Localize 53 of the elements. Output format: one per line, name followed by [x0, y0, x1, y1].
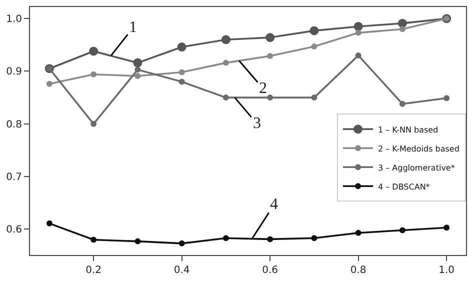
y-tick-label: 0.7	[6, 172, 22, 184]
point	[133, 58, 142, 68]
point	[222, 235, 229, 242]
point	[90, 236, 97, 243]
point	[355, 230, 362, 236]
point	[134, 66, 141, 73]
point	[178, 78, 185, 85]
annotation: 4	[270, 196, 278, 213]
x-tick-label: 0.8	[350, 265, 366, 276]
point	[221, 35, 230, 44]
x-tick-label: 0.4	[174, 265, 190, 276]
point	[267, 94, 274, 101]
point	[399, 26, 406, 32]
point	[134, 72, 141, 79]
point	[134, 238, 141, 244]
point	[311, 43, 318, 50]
x-tick-label: 1.0	[438, 265, 455, 276]
legend-label: 2 – K-Medoids based	[378, 144, 460, 154]
point	[310, 26, 319, 36]
point	[267, 236, 274, 242]
point	[399, 227, 406, 234]
point	[178, 69, 185, 76]
point	[311, 94, 318, 101]
y-tick-label: 0.8	[6, 119, 22, 130]
point	[222, 94, 229, 101]
point	[46, 220, 52, 226]
point	[311, 235, 318, 242]
point	[267, 52, 274, 59]
point	[355, 30, 362, 36]
point	[355, 52, 362, 58]
point	[222, 60, 229, 66]
legend-label: 3 – Agglomerative*	[378, 163, 455, 172]
point	[90, 71, 97, 78]
legend-label: 4 – DBSCAN*	[378, 182, 430, 192]
annotation: 1	[129, 19, 137, 36]
point	[90, 120, 97, 127]
y-tick-label: 1.0	[6, 14, 22, 26]
point	[178, 240, 185, 246]
annotation: 3	[253, 115, 261, 132]
point	[354, 22, 363, 31]
annotation: 2	[259, 80, 267, 97]
x-tick-label: 0.2	[86, 265, 102, 276]
y-tick-label: 0.6	[6, 224, 22, 236]
point	[444, 95, 450, 102]
x-tick-label: 0.6	[262, 265, 278, 276]
y-tick-label: 0.9	[6, 66, 22, 78]
point	[399, 100, 406, 107]
point	[46, 80, 52, 87]
point	[444, 224, 450, 231]
point	[89, 46, 98, 56]
point	[177, 42, 186, 52]
legend-label: 1 – K-NN based	[378, 125, 438, 134]
point	[266, 33, 275, 42]
